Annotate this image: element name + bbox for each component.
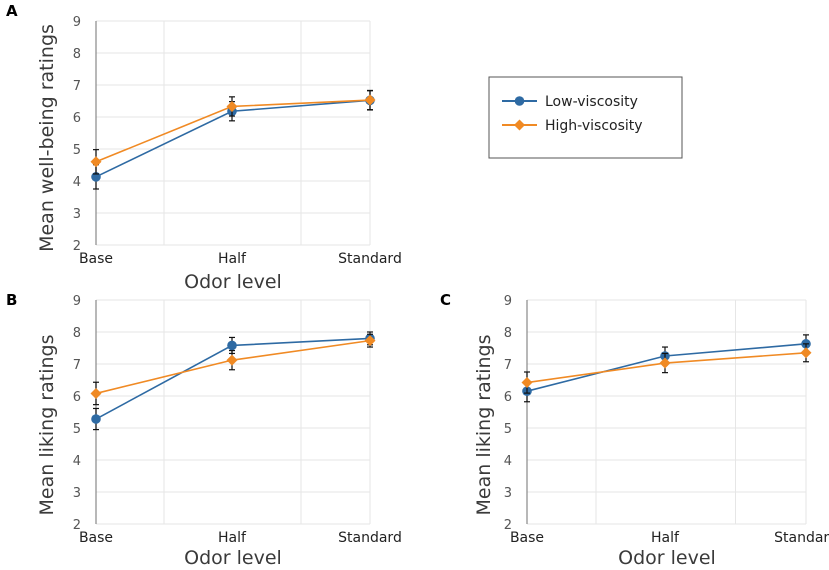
panel-a-x-tick-label: Half: [218, 251, 247, 267]
panel-c-letter: C: [440, 291, 451, 309]
panel-a-y-tick-label: 2: [73, 239, 81, 254]
panel-c: C Mean liking ratings Odor level 2 3 4 5 6 7 8…: [440, 291, 829, 569]
panel-b-y-tick-label: 4: [73, 454, 81, 469]
panel-c-y-tick-label: 8: [504, 326, 512, 341]
panel-b-y-tick-label: 7: [73, 358, 81, 373]
panel-c-y-tick-label: 7: [504, 358, 512, 373]
panel-b-y-tick-label: 6: [73, 390, 81, 405]
panel-c-x-tick-label: Base: [510, 530, 544, 546]
panel-b-y-tick-label: 3: [73, 486, 81, 501]
panel-a-point-high: [226, 100, 238, 112]
panel-a-y-tick-label: 8: [73, 47, 81, 62]
legend-marker-low: [514, 96, 525, 106]
panel-a-point-high: [90, 156, 102, 168]
panel-b-y-tick-label: 9: [73, 294, 81, 309]
panel-b: B Mean liking ratings Odor level 2 3 4 5 6 7 8…: [6, 291, 402, 569]
panel-c-series-low: [526, 343, 807, 392]
panel-b-point-low: [227, 340, 237, 351]
legend: Low-viscosity High-viscosity: [488, 76, 683, 159]
panel-b-y-axis-title: Mean liking ratings: [36, 335, 58, 516]
panel-b-y-tick-label: 5: [73, 422, 81, 437]
panel-b-y-tick-label: 8: [73, 326, 81, 341]
panel-c-y-tick-label: 2: [504, 518, 512, 533]
panel-a-y-tick-label: 7: [73, 79, 81, 94]
panel-b-point-low: [91, 414, 101, 424]
panel-c-y-tick-label: 6: [504, 390, 512, 405]
panel-a-x-tick-label: Base: [79, 251, 113, 267]
panel-b-point-high: [90, 387, 102, 399]
panel-b-point-high: [226, 354, 238, 366]
panel-a-point-high: [364, 94, 376, 106]
panel-c-marks-low: [522, 334, 811, 403]
legend-box: [488, 76, 683, 159]
legend-label-high: High-viscosity: [545, 118, 643, 134]
panel-c-y-tick-label: 5: [504, 422, 512, 437]
panel-c-marks-high: [521, 343, 812, 394]
panel-c-grid: [527, 299, 807, 525]
panel-a-y-tick-label: 5: [73, 143, 81, 158]
panel-a-y-tick-label: 4: [73, 175, 81, 190]
panel-c-point-high: [521, 377, 533, 389]
panel-b-marks-high: [90, 333, 376, 406]
panel-c-point-high: [800, 347, 812, 359]
panel-b-x-axis-title: Odor level: [184, 547, 282, 569]
panel-b-x-tick-label: Base: [79, 530, 113, 546]
panel-c-x-tick-label: Standard: [774, 530, 829, 546]
panel-c-x-tick-label: Half: [651, 530, 680, 546]
panel-c-point-high: [659, 357, 671, 369]
panel-b-x-tick-label: Standard: [338, 530, 402, 546]
panel-c-y-tick-label: 4: [504, 454, 512, 469]
panel-b-point-high: [364, 335, 376, 347]
legend-marker-high: [514, 119, 525, 131]
panel-a-marks-high: [90, 89, 376, 175]
panel-c-y-axis-title: Mean liking ratings: [473, 335, 495, 516]
panel-b-letter: B: [6, 291, 17, 309]
panel-a-y-tick-label: 6: [73, 111, 81, 126]
panel-c-y-tick-label: 3: [504, 486, 512, 501]
panel-a-letter: A: [6, 2, 18, 20]
panel-a-y-tick-label: 9: [73, 15, 81, 30]
panel-a-x-tick-label: Standard: [338, 251, 402, 267]
panel-a-x-axis-title: Odor level: [184, 271, 282, 293]
panel-c-line-low: [526, 343, 807, 392]
panel-a-y-axis-title: Mean well-being ratings: [36, 24, 58, 252]
panel-b-x-tick-label: Half: [218, 530, 247, 546]
panel-a-y-tick-label: 3: [73, 207, 81, 222]
legend-label-low: Low-viscosity: [545, 94, 638, 110]
panel-a-grid: [96, 20, 371, 246]
panel-b-y-tick-label: 2: [73, 518, 81, 533]
panel-c-x-axis-title: Odor level: [618, 547, 716, 569]
panel-b-grid: [96, 299, 371, 525]
panel-a: A Mean well-being ratings Odor level 2 3 4…: [6, 2, 402, 293]
panel-c-y-tick-label: 9: [504, 294, 512, 309]
